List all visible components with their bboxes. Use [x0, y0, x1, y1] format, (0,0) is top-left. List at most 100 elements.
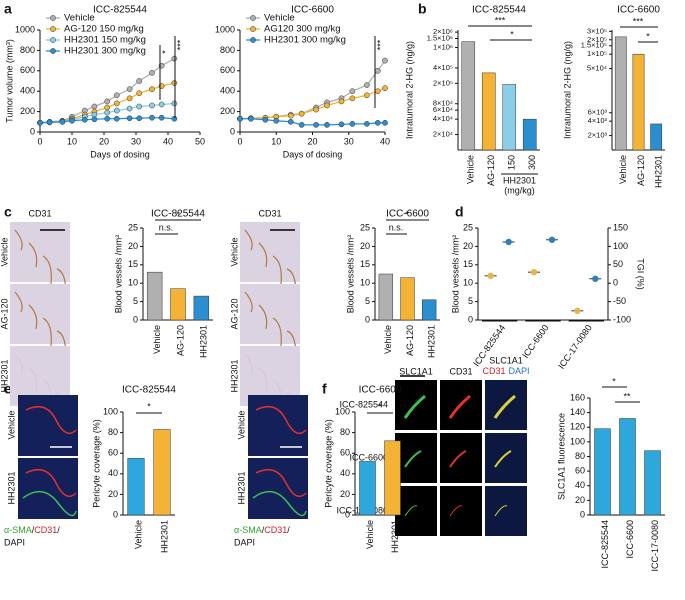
micrograph [18, 458, 78, 519]
data-point [113, 107, 120, 114]
data-point [136, 103, 143, 110]
data-point [136, 115, 143, 122]
vessel-stain [272, 255, 282, 285]
y-tick-label: 2×10⁶ [433, 27, 453, 36]
stain [493, 394, 516, 419]
y-tick-label: 200 [220, 106, 235, 116]
data-point [324, 102, 330, 109]
y-tick-label: 600 [220, 65, 235, 75]
y-tick-label: 40 [340, 468, 350, 478]
annotation: *** [495, 15, 506, 25]
data-point [592, 275, 599, 282]
y-tick-label: 0 [580, 509, 585, 519]
image-row-label: HH2301 [0, 359, 9, 392]
image-row-label: Vehicle [236, 410, 246, 439]
x-axis-label: Days of dosing [283, 149, 343, 159]
data-point [313, 122, 319, 128]
stain-label: α-SMA [234, 525, 262, 535]
x-tick-label: Vehicle [152, 325, 162, 354]
annotation: * [378, 401, 382, 411]
annotation: * [612, 376, 616, 386]
data-point [104, 109, 111, 116]
y-tick-label: 160 [570, 392, 585, 402]
x-tick-label: Vehicle [466, 155, 476, 184]
micrograph [440, 433, 482, 483]
bar [502, 84, 517, 151]
data-point [338, 98, 345, 105]
image-row-label: Vehicle [6, 410, 16, 439]
data-point [158, 114, 165, 121]
y-tick-label: 1000 [15, 24, 35, 34]
data-point [126, 115, 133, 122]
y2-tick-label: 0 [613, 278, 618, 288]
vessel-stain [244, 229, 253, 251]
annotation: ** [623, 391, 631, 401]
y-tick-label: 6×10³ [588, 108, 608, 117]
data-point [113, 92, 120, 99]
x-tick-label: 40 [163, 136, 173, 146]
y2-tick-label: -100 [613, 314, 631, 324]
y-tick-label: 40 [575, 480, 585, 490]
micrograph [10, 284, 70, 344]
x-tick-label: HH2301 [654, 155, 664, 188]
data-point [158, 101, 165, 108]
data-point [81, 116, 88, 123]
image-row-label: Vehicle [0, 237, 9, 266]
stain-label: / [32, 525, 35, 535]
y-tick-label: 0 [345, 509, 350, 519]
legend-label: Vehicle [64, 13, 95, 24]
y-axis-label: Pericyte coverage (%) [91, 419, 101, 508]
bar [193, 295, 210, 321]
bar [153, 429, 171, 516]
y-tick-label: 6×10⁴ [433, 105, 453, 114]
data-point [59, 118, 66, 125]
y-tick-label: 25 [360, 222, 370, 232]
data-point [324, 122, 330, 128]
data-point [37, 119, 43, 126]
stain [449, 450, 467, 468]
chart-title: ICC-825544 [93, 5, 147, 16]
panel-letter: f [322, 381, 327, 397]
legend-marker [50, 48, 56, 54]
legend-marker [50, 37, 56, 43]
x-tick-label: ICC-825544 [600, 520, 610, 569]
vessel-stain [258, 366, 268, 392]
bar [384, 440, 401, 516]
data-point [104, 98, 111, 105]
y-tick-label: 1000 [215, 24, 235, 34]
y-tick-label: 5 [365, 296, 370, 306]
y-tick-label: 0 [113, 509, 118, 519]
x-tick-label: AG-120 [175, 325, 185, 356]
x-axis-label: Days of dosing [90, 149, 150, 159]
series-line [239, 87, 386, 120]
y-tick-label: 60 [340, 448, 350, 458]
y-tick-label: 60 [575, 466, 585, 476]
data-point [298, 122, 305, 128]
data-point [149, 102, 155, 109]
stain-legend: α-SMA/CD31/ [4, 525, 60, 535]
vessel-stain [258, 242, 268, 268]
stain-label: DAPI [509, 366, 530, 376]
vessel-stain [42, 317, 52, 347]
chart-title: ICC-6600 [617, 5, 660, 16]
y-tick-label: 20 [108, 489, 118, 499]
y-tick-label: 1.5×10⁵ [581, 41, 607, 50]
data-point [69, 117, 75, 124]
y-tick-label: 1×10⁵ [587, 49, 607, 58]
annotation: * [160, 50, 170, 54]
annotation: n.s. [389, 222, 404, 232]
vessel-stain [272, 317, 282, 347]
y-tick-label: 800 [20, 45, 35, 55]
x-tick-label: 10 [271, 136, 281, 146]
chart-title: ICC-825544 [472, 5, 526, 16]
image-row-label: HH2301 [6, 471, 16, 504]
bar [421, 299, 437, 321]
x-tick-label: 20 [307, 136, 317, 146]
y-tick-label: 2×10⁴ [433, 130, 453, 139]
y2-tick-label: 100 [613, 241, 628, 251]
y-tick-label: 5×10⁴ [587, 64, 607, 73]
y-tick-label: 80 [340, 427, 350, 437]
x-tick-label: 50 [195, 136, 205, 146]
data-point [298, 110, 305, 117]
y-tick-label: 1.5×10⁶ [427, 34, 453, 43]
